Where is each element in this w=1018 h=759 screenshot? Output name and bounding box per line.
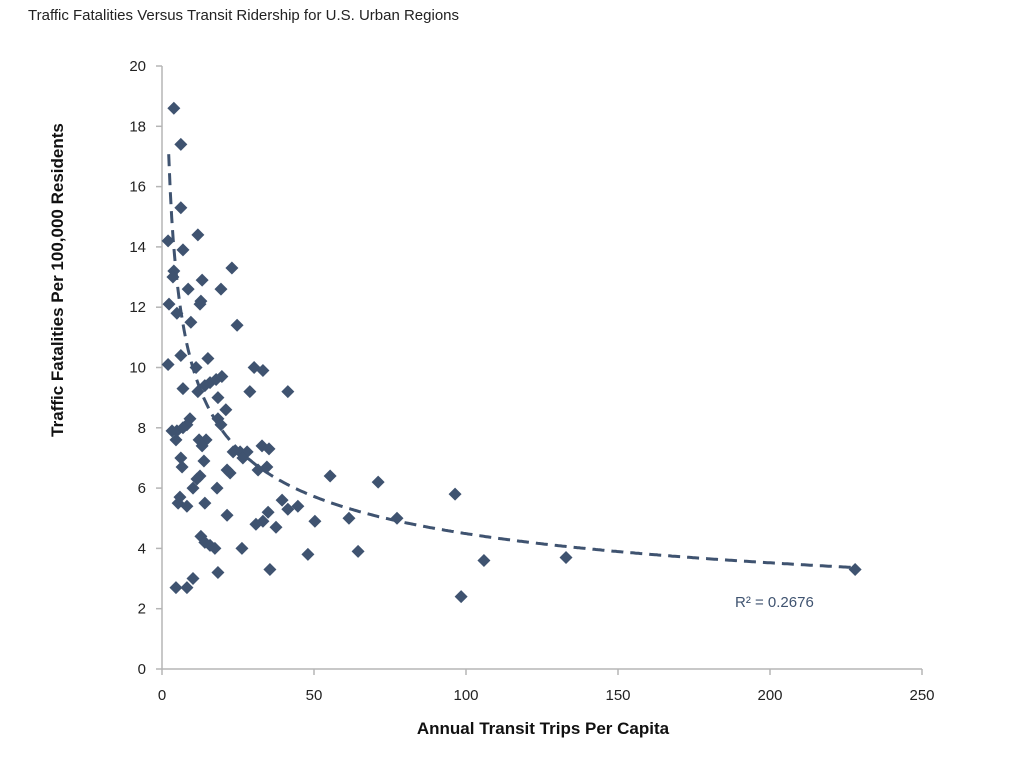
- x-tick-label: 150: [605, 687, 630, 704]
- data-point: [275, 493, 289, 507]
- y-tick-label: 20: [129, 58, 146, 75]
- data-point: [323, 469, 337, 483]
- y-tick-label: 2: [138, 601, 146, 618]
- y-tick-label: 6: [138, 480, 146, 497]
- data-point: [201, 351, 215, 365]
- points-group: [161, 101, 862, 604]
- data-point: [214, 418, 228, 432]
- data-point: [477, 553, 491, 567]
- data-point: [174, 201, 188, 215]
- data-point: [448, 487, 462, 501]
- data-point: [226, 445, 240, 459]
- y-tick-label: 4: [138, 540, 146, 557]
- y-tick-label: 0: [138, 661, 146, 678]
- data-point: [186, 481, 200, 495]
- data-point: [195, 273, 209, 287]
- x-tick-label: 100: [453, 687, 478, 704]
- x-tick-label: 250: [909, 687, 934, 704]
- data-point: [174, 348, 188, 362]
- data-point: [176, 382, 190, 396]
- data-point: [301, 547, 315, 561]
- data-point: [161, 234, 175, 248]
- data-point: [198, 379, 212, 393]
- y-tick-label: 12: [129, 299, 146, 316]
- x-tick-label: 200: [757, 687, 782, 704]
- trendline: [167, 154, 855, 569]
- data-point: [235, 541, 249, 555]
- r-squared-label: R² = 0.2676: [735, 594, 814, 611]
- data-point: [186, 572, 200, 586]
- data-point: [215, 370, 229, 384]
- y-tick-label: 14: [129, 239, 146, 256]
- data-point: [263, 563, 277, 577]
- data-point: [351, 544, 365, 558]
- data-point: [291, 499, 305, 513]
- data-point: [848, 563, 862, 577]
- data-point: [166, 270, 180, 284]
- data-point: [176, 421, 190, 435]
- data-point: [176, 243, 190, 257]
- x-tick-label: 50: [306, 687, 323, 704]
- data-point: [236, 451, 250, 465]
- data-point: [256, 364, 270, 378]
- data-point: [211, 566, 225, 580]
- axes: 0 50 100 150 200 250 0 2 4 6 8 10 12 14 16 18 20: [129, 58, 934, 704]
- data-point: [184, 315, 198, 329]
- data-point: [161, 357, 175, 371]
- trendline-group: [167, 154, 855, 569]
- data-point: [230, 318, 244, 332]
- data-point: [454, 590, 468, 604]
- data-point: [208, 541, 222, 555]
- y-axis-label: Traffic Fatalities Per 100,000 Residents: [48, 123, 67, 437]
- data-point: [180, 499, 194, 513]
- data-point: [180, 581, 194, 595]
- data-point: [223, 466, 237, 480]
- data-point: [193, 297, 207, 311]
- data-point: [169, 581, 183, 595]
- data-point: [249, 517, 263, 531]
- data-point: [243, 385, 257, 399]
- data-point: [371, 475, 385, 489]
- data-point: [169, 433, 183, 447]
- data-point: [281, 385, 295, 399]
- data-point: [211, 391, 225, 405]
- data-point: [193, 469, 207, 483]
- data-point: [225, 261, 239, 275]
- data-point: [308, 514, 322, 528]
- data-point: [197, 454, 211, 468]
- data-point: [269, 520, 283, 534]
- data-point: [174, 137, 188, 151]
- data-point: [167, 101, 181, 115]
- data-point: [214, 282, 228, 296]
- data-point: [181, 282, 195, 296]
- x-tick-label: 0: [158, 687, 166, 704]
- data-point: [260, 460, 274, 474]
- data-point: [210, 481, 224, 495]
- data-point: [390, 511, 404, 525]
- chart-title: Traffic Fatalities Versus Transit Riders…: [28, 7, 460, 24]
- data-point: [198, 496, 212, 510]
- data-point: [261, 505, 275, 519]
- data-point: [162, 297, 176, 311]
- data-point: [219, 403, 233, 417]
- data-point: [191, 228, 205, 242]
- data-point: [342, 511, 356, 525]
- y-tick-label: 8: [138, 420, 146, 437]
- data-point: [175, 460, 189, 474]
- data-point: [262, 442, 276, 456]
- x-axis-label: Annual Transit Trips Per Capita: [417, 719, 670, 738]
- data-point: [195, 439, 209, 453]
- y-tick-label: 10: [129, 360, 146, 377]
- data-point: [174, 451, 188, 465]
- data-point: [281, 502, 295, 516]
- data-point: [559, 550, 573, 564]
- data-point: [189, 361, 203, 374]
- y-tick-label: 16: [129, 179, 146, 196]
- y-tick-label: 18: [129, 118, 146, 135]
- data-point: [170, 306, 184, 320]
- data-point: [191, 385, 205, 399]
- data-point: [220, 508, 234, 522]
